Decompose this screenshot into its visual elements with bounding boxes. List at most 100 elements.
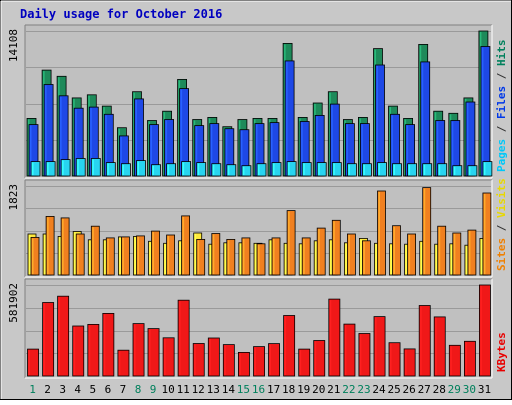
legend-entry: / <box>495 119 508 139</box>
bar-highlight <box>44 235 46 274</box>
bar-highlight <box>466 103 469 175</box>
bar-highlight <box>240 130 243 175</box>
bar-highlight <box>119 237 121 274</box>
bar-kbytes-day-8 <box>132 323 145 377</box>
bar-highlight <box>60 96 62 175</box>
bar-sites-day-31 <box>482 192 492 276</box>
bar-kbytes-day-2 <box>42 302 55 377</box>
bar-highlight <box>393 164 395 175</box>
bar-highlight <box>301 122 303 175</box>
bar-highlight <box>329 300 332 375</box>
bar-highlight <box>227 240 230 274</box>
bar-pages-day-17 <box>271 162 282 177</box>
bar-highlight <box>180 89 183 175</box>
bar-highlight <box>423 188 426 274</box>
bar-highlight <box>348 235 350 274</box>
bar-pages-day-28 <box>437 163 448 177</box>
bar-highlight <box>107 238 109 274</box>
bar-highlight <box>149 329 151 375</box>
x-tick-label-16: 16 <box>252 383 265 396</box>
bar-sites-day-3 <box>60 217 70 276</box>
bar-highlight <box>436 121 439 175</box>
bar-highlight <box>390 244 392 274</box>
bar-highlight <box>465 342 467 375</box>
bar-highlight <box>179 241 182 274</box>
bar-highlight <box>299 350 302 375</box>
x-tick-label-1: 1 <box>29 383 36 396</box>
bar-highlight <box>330 240 332 274</box>
bar-highlight <box>405 349 407 375</box>
bar-highlight <box>194 344 196 375</box>
bar-kbytes-day-7 <box>117 349 130 377</box>
bar-highlight <box>286 61 288 175</box>
panels-layer: 14108 Pages / Files / Hits 1823 Sites / Vis… <box>7 24 508 379</box>
bar-highlight <box>271 123 273 175</box>
bar-highlight <box>346 124 348 175</box>
bar-highlight <box>483 194 486 274</box>
bar-highlight <box>316 116 318 175</box>
bar-kbytes-day-28 <box>433 316 446 377</box>
bar-highlight <box>182 162 185 175</box>
bar-highlight <box>88 325 91 375</box>
bar-pages-day-7 <box>121 163 131 177</box>
bar-highlight <box>212 164 215 175</box>
bar-sites-day-27 <box>422 187 432 276</box>
bar-sites-day-20 <box>316 227 326 276</box>
bar-sites-day-14 <box>226 238 236 276</box>
bar-highlight <box>197 240 200 274</box>
bar-highlight <box>77 235 79 274</box>
bar-highlight <box>363 241 365 274</box>
x-tick-label-28: 28 <box>433 383 446 396</box>
bar-highlight <box>333 221 335 274</box>
legend-entry: / <box>495 218 508 238</box>
bar-highlight <box>344 325 347 375</box>
bar-kbytes-day-24 <box>373 316 386 377</box>
bar-kbytes-day-10 <box>162 337 175 377</box>
bar-kbytes-day-11 <box>177 299 190 377</box>
bar-sites-day-5 <box>90 225 100 276</box>
bar-sites-day-16 <box>256 243 266 276</box>
bar-highlight <box>195 126 198 175</box>
bar-highlight <box>258 244 260 274</box>
bar-highlight <box>90 108 92 175</box>
bar-highlight <box>480 239 483 274</box>
panel-visits-sites: 1823 Sites / Visits <box>7 178 508 278</box>
bar-highlight <box>314 341 317 375</box>
bar-highlight <box>239 353 241 375</box>
bar-highlight <box>406 125 409 175</box>
bar-highlight <box>224 243 227 274</box>
bar-highlight <box>122 164 124 175</box>
bar-highlight <box>345 243 347 274</box>
bar-sites-day-28 <box>437 225 447 276</box>
bar-highlight <box>405 245 408 274</box>
bar-kbytes-day-13 <box>207 337 220 377</box>
bar-sites-day-4 <box>75 233 85 276</box>
series-legend: Pages / Files / Hits <box>495 40 508 173</box>
x-tick-label-2: 2 <box>44 383 51 396</box>
bar-highlight <box>450 244 453 274</box>
bar-kbytes-day-29 <box>448 344 461 377</box>
bar-highlight <box>318 229 320 274</box>
x-tick-label-25: 25 <box>387 383 400 396</box>
series-legend: KBytes <box>495 332 508 372</box>
bar-kbytes-day-31 <box>478 284 491 377</box>
bar-kbytes-day-20 <box>313 340 326 377</box>
bar-highlight <box>32 162 34 175</box>
x-tick-label-7: 7 <box>120 383 127 396</box>
bar-highlight <box>118 351 121 375</box>
bar-highlight <box>450 346 452 375</box>
bar-highlight <box>333 163 335 175</box>
bar-highlight <box>284 316 287 375</box>
bar-highlight <box>227 165 230 175</box>
bar-sites-day-8 <box>136 235 145 276</box>
x-tick-label-27: 27 <box>418 383 431 396</box>
y-max-label: 14108 <box>7 29 20 62</box>
bar-highlight <box>453 166 456 175</box>
bar-pages-day-6 <box>105 162 116 177</box>
chart-title: Daily usage for October 2016 <box>20 7 222 21</box>
bar-kbytes-day-14 <box>222 344 235 377</box>
bar-kbytes-day-19 <box>298 348 311 377</box>
bar-kbytes-day-21 <box>328 298 341 377</box>
bar-highlight <box>135 99 137 175</box>
